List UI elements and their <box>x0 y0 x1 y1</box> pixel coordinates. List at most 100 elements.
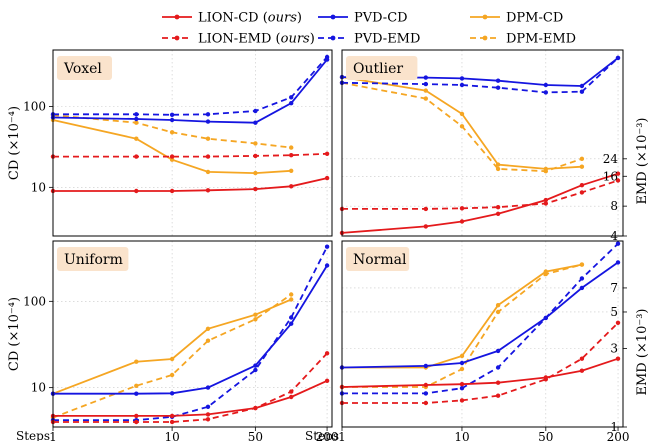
data-point <box>169 391 175 396</box>
data-point <box>289 389 294 394</box>
data-point <box>253 170 258 176</box>
data-point <box>579 368 585 373</box>
legend: LION-CD (ours) PVD-CD DPM-CD LION-EMD (ours… <box>162 11 576 47</box>
data-point <box>134 154 139 159</box>
data-point <box>253 186 258 192</box>
data-point <box>579 183 585 188</box>
data-point <box>423 88 428 93</box>
series-line <box>52 298 292 395</box>
data-point <box>543 90 548 95</box>
data-point <box>543 166 548 172</box>
data-point <box>205 338 211 343</box>
data-point <box>579 164 585 169</box>
data-point <box>205 154 211 159</box>
data-point <box>459 360 465 366</box>
data-point <box>579 89 585 94</box>
x-axis-label: Steps <box>16 429 50 441</box>
data-point <box>615 241 621 246</box>
data-point <box>423 224 428 229</box>
data-point <box>289 168 294 173</box>
data-point <box>324 57 330 62</box>
data-point <box>253 367 258 373</box>
data-point <box>253 317 258 322</box>
data-point <box>134 112 139 117</box>
data-point <box>134 188 139 194</box>
legend-label: PVD-EMD <box>354 32 420 47</box>
data-point <box>253 312 258 317</box>
y-tick-label: 8 <box>610 199 618 213</box>
data-point <box>134 391 139 396</box>
legend-label: DPM-CD <box>506 11 563 26</box>
data-point <box>134 413 139 419</box>
y-tick-label: 10 <box>31 180 46 194</box>
data-point <box>205 169 211 175</box>
data-point <box>459 398 465 403</box>
y-tick-label: 7 <box>610 281 618 295</box>
data-point <box>459 124 465 129</box>
y-tick-label: 4 <box>610 229 618 243</box>
panel-title: Voxel <box>63 61 102 77</box>
series-line <box>341 76 582 170</box>
data-point <box>324 378 330 383</box>
legend-label: LION-EMD (ours) <box>198 32 315 47</box>
data-point <box>495 166 501 172</box>
data-point <box>459 206 465 211</box>
data-point <box>253 120 258 125</box>
data-point <box>579 285 585 291</box>
data-point <box>324 175 330 181</box>
data-point <box>169 157 175 162</box>
data-point <box>253 141 258 146</box>
data-point <box>423 96 428 101</box>
x-axis-label: Steps <box>305 429 339 441</box>
data-point <box>134 359 139 364</box>
x-tick-label: 10 <box>454 430 469 441</box>
series-line <box>52 114 292 149</box>
data-point <box>169 112 175 118</box>
data-point <box>423 400 428 406</box>
data-point <box>169 372 175 378</box>
data-point <box>324 244 330 249</box>
data-point <box>289 297 294 302</box>
data-point <box>134 419 139 425</box>
panel-title: Outlier <box>353 61 403 77</box>
y-tick-label: 5 <box>610 305 618 319</box>
data-point <box>495 78 501 83</box>
y-tick-label: 3 <box>610 341 618 355</box>
data-point <box>615 356 621 361</box>
data-point <box>289 153 294 158</box>
data-point <box>543 197 548 203</box>
y-axis-label: EMD (×10⁻³) <box>635 117 650 204</box>
data-point <box>134 383 139 388</box>
y-axis-label: EMD (×10⁻³) <box>635 308 650 395</box>
data-point <box>423 81 428 87</box>
data-point <box>253 405 258 411</box>
data-point <box>459 366 465 372</box>
plot-area <box>53 241 332 427</box>
panel-title: Uniform <box>64 252 123 268</box>
plot-area <box>53 50 332 236</box>
series-line <box>52 119 292 175</box>
panel-frame <box>52 49 333 237</box>
data-point <box>423 363 428 369</box>
y-tick-label: 10 <box>31 381 46 395</box>
data-point <box>205 404 211 409</box>
data-point <box>169 413 175 419</box>
panel-title-badge <box>346 247 410 271</box>
x-tick-label: 1 <box>49 430 57 441</box>
data-point <box>495 211 501 216</box>
data-point <box>169 419 175 425</box>
data-point <box>205 136 211 141</box>
data-point <box>289 101 294 106</box>
data-point <box>134 120 139 125</box>
data-point <box>205 188 211 193</box>
data-point <box>459 386 465 391</box>
data-point <box>543 82 548 88</box>
data-point <box>459 111 465 117</box>
panel-frame <box>52 240 333 428</box>
data-point <box>495 309 501 315</box>
legend-label: DPM-EMD <box>506 32 576 47</box>
data-point <box>615 178 621 183</box>
